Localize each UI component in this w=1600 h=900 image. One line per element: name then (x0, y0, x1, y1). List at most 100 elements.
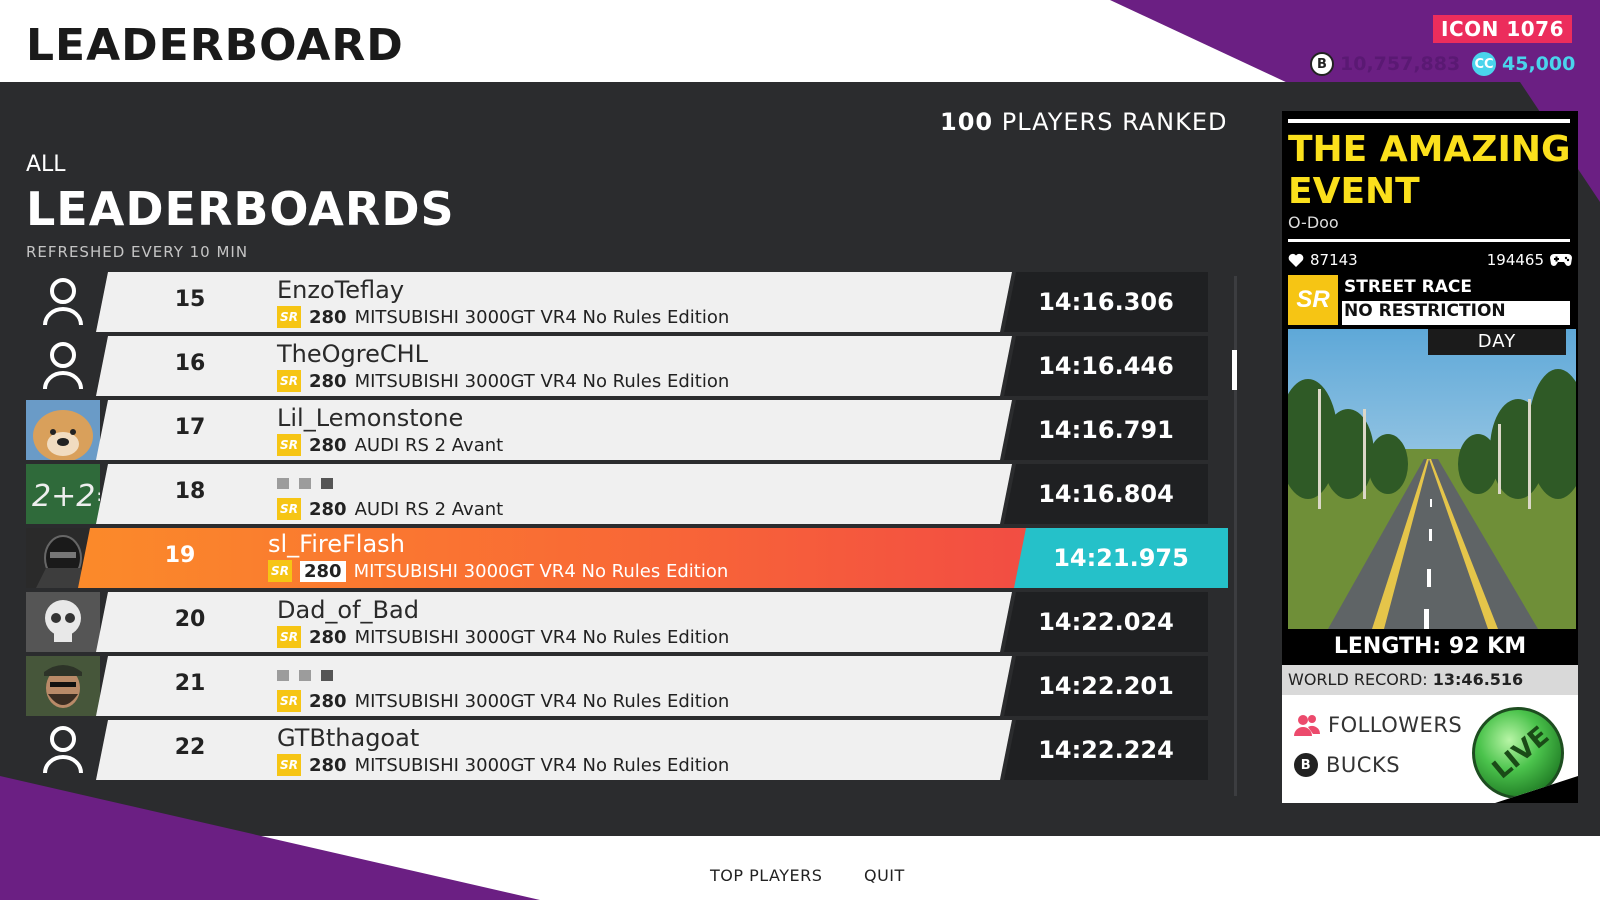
vehicle-level: 280 (309, 690, 347, 712)
leaderboard-row[interactable]: 20 Dad_of_Bad SR 280 MITSUBISHI 3000GT VR4 N… (0, 592, 1230, 652)
vehicle-level: 280 (309, 754, 347, 776)
vehicle-level: 280 (309, 370, 347, 392)
leaderboard-row[interactable]: 2+2=5 18 SR 280 AUDI RS 2 Avant 14:16.804 (0, 464, 1230, 524)
vehicle-info: SR 280 AUDI RS 2 Avant (277, 434, 503, 456)
row-card (96, 272, 1012, 332)
icon-level-badge: ICON 1076 (1433, 15, 1572, 43)
leaderboard-row[interactable]: 16 TheOgreCHL SR 280 MITSUBISHI 3000GT VR4 N… (0, 336, 1230, 396)
leaderboard-row[interactable]: 21 SR 280 MITSUBISHI 3000GT VR4 No Rules Ed… (0, 656, 1230, 716)
bucks-label: BUCKS (1326, 753, 1401, 777)
player-name: sl_FireFlash (268, 530, 405, 558)
divider (1288, 119, 1570, 123)
avatar (24, 656, 102, 716)
plays-count: 194465 (1486, 251, 1544, 269)
rank-number: 19 (164, 543, 196, 568)
leaderboard-row[interactable]: 17 Lil_Lemonstone SR 280 AUDI RS 2 Avant 14:1… (0, 400, 1230, 460)
row-card (96, 400, 1012, 460)
event-likes: 87143 (1288, 251, 1358, 269)
scrollbar-track[interactable] (1234, 276, 1237, 796)
vehicle-info: SR 280 AUDI RS 2 Avant (277, 498, 503, 520)
vehicle-level: 280 (309, 306, 347, 328)
likes-count: 87143 (1310, 251, 1358, 269)
svg-text:2+2=5: 2+2=5 (32, 479, 100, 514)
race-time: 14:22.201 (1004, 656, 1208, 716)
quit-button[interactable]: QUIT (864, 866, 905, 885)
world-record-time: 13:46.516 (1432, 670, 1524, 689)
vehicle-info: SR 280 MITSUBISHI 3000GT VR4 No Rules Edit… (268, 560, 728, 582)
players-ranked-label: PLAYERS RANKED (1001, 108, 1228, 136)
bucks-button[interactable]: B BUCKS (1294, 753, 1400, 777)
crew-credits-balance: CC 45,000 (1472, 52, 1575, 76)
event-preview-image (1288, 329, 1576, 629)
street-race-badge-icon: SR (277, 626, 301, 648)
row-card (96, 720, 1012, 780)
race-type: STREET RACE (1344, 277, 1473, 297)
vehicle-name: MITSUBISHI 3000GT VR4 No Rules Edition (354, 306, 730, 328)
crew-credits-icon: CC (1472, 52, 1496, 76)
street-race-badge-icon: SR (268, 560, 292, 582)
bottom-accent (0, 776, 540, 900)
vehicle-info: SR 280 MITSUBISHI 3000GT VR4 No Rules Edit… (277, 690, 729, 712)
player-name: EnzoTeflay (277, 276, 405, 304)
race-restriction: NO RESTRICTION (1342, 301, 1570, 325)
vehicle-name: AUDI RS 2 Avant (354, 434, 504, 456)
divider (1288, 239, 1570, 242)
player-name: TheOgreCHL (277, 340, 429, 368)
top-players-button[interactable]: TOP PLAYERS (710, 866, 823, 885)
race-time: 14:21.975 (1014, 528, 1228, 588)
gamepad-icon (1550, 254, 1572, 266)
avatar: 2+2=5 (24, 464, 102, 524)
page-title: LEADERBOARD (26, 20, 404, 71)
live-orb-icon[interactable]: LIVE (1472, 707, 1564, 799)
players-ranked: 100 PLAYERS RANKED (940, 108, 1228, 136)
race-time: 14:22.224 (1004, 720, 1208, 780)
street-race-badge-icon: SR (277, 434, 301, 456)
leaderboard-scope: ALL (26, 152, 66, 177)
vehicle-info: SR 280 MITSUBISHI 3000GT VR4 No Rules Edit… (277, 370, 729, 392)
bucks-balance: B 10,757,883 (1310, 52, 1460, 76)
scrollbar-thumb[interactable] (1232, 350, 1237, 390)
live-label: LIVE (1486, 720, 1556, 786)
street-race-icon: SR (1288, 275, 1338, 325)
bucks-icon: B (1294, 753, 1318, 777)
race-time: 14:16.306 (1004, 272, 1208, 332)
vehicle-level: 280 (309, 434, 347, 456)
hidden-player-name (277, 478, 333, 489)
vehicle-name: MITSUBISHI 3000GT VR4 No Rules Edition (354, 690, 730, 712)
refresh-note: REFRESHED EVERY 10 MIN (26, 243, 249, 261)
social-actions: FOLLOWERS B BUCKS LIVE (1282, 695, 1578, 803)
vehicle-name: MITSUBISHI 3000GT VR4 No Rules Edition (354, 626, 730, 648)
leaderboard-row-current-player[interactable]: 19 sl_FireFlash SR 280 MITSUBISHI 3000GT VR4… (0, 528, 1230, 588)
avatar (24, 592, 102, 652)
street-race-badge-icon: SR (277, 370, 301, 392)
leaderboard-row[interactable]: 22 GTBthagoat SR 280 MITSUBISHI 3000GT VR4 N… (0, 720, 1230, 780)
event-author: O-Doo (1288, 213, 1339, 232)
row-card (96, 592, 1012, 652)
followers-icon (1294, 715, 1320, 736)
player-name: GTBthagoat (277, 724, 420, 752)
race-time: 14:16.791 (1004, 400, 1208, 460)
bucks-amount: 10,757,883 (1340, 53, 1461, 75)
bucks-icon: B (1310, 52, 1334, 76)
player-name: Lil_Lemonstone (277, 404, 464, 432)
vehicle-info: SR 280 MITSUBISHI 3000GT VR4 No Rules Edit… (277, 306, 729, 328)
row-card (78, 528, 1028, 588)
street-race-badge-icon: SR (277, 754, 301, 776)
time-of-day: DAY (1428, 329, 1566, 355)
crew-credits-amount: 45,000 (1502, 53, 1576, 75)
world-record: WORLD RECORD: 13:46.516 (1282, 665, 1578, 695)
rank-number: 22 (174, 735, 206, 760)
event-plays: 194465 (1487, 251, 1572, 269)
avatar (24, 400, 102, 460)
race-time: 14:16.446 (1004, 336, 1208, 396)
followers-label: FOLLOWERS (1328, 713, 1463, 737)
avatar-placeholder-icon (24, 272, 102, 332)
leaderboard-row[interactable]: 15 EnzoTeflay SR 280 MITSUBISHI 3000GT VR4 N… (0, 272, 1230, 332)
rank-number: 15 (174, 287, 206, 312)
vehicle-name: MITSUBISHI 3000GT VR4 No Rules Edition (353, 560, 729, 582)
followers-button[interactable]: FOLLOWERS (1294, 713, 1462, 737)
vehicle-name: MITSUBISHI 3000GT VR4 No Rules Edition (354, 754, 730, 776)
rank-number: 17 (174, 415, 206, 440)
vehicle-info: SR 280 MITSUBISHI 3000GT VR4 No Rules Edit… (277, 626, 729, 648)
race-time: 14:16.804 (1004, 464, 1208, 524)
